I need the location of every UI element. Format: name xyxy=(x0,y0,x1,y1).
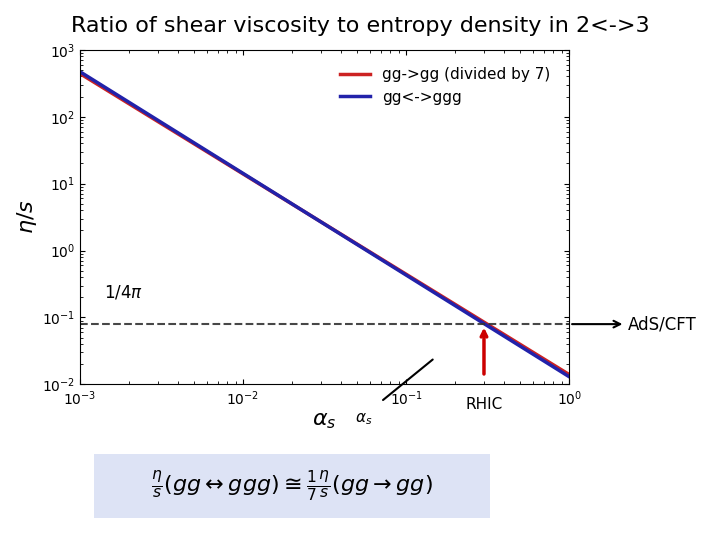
gg->gg (divided by 7) xyxy=(308,213,317,220)
gg<->ggg xyxy=(308,213,317,220)
Text: $\alpha_s$: $\alpha_s$ xyxy=(355,411,372,427)
gg->gg (divided by 7) xyxy=(341,233,349,240)
gg<->ggg xyxy=(311,215,320,221)
FancyBboxPatch shape xyxy=(94,454,490,518)
Text: AdS/CFT: AdS/CFT xyxy=(572,315,697,333)
Text: $\frac{\eta}{s}(gg \leftrightarrow ggg) \cong \frac{1}{7}\frac{\eta}{s}(gg \righ: $\frac{\eta}{s}(gg \leftrightarrow ggg) … xyxy=(150,469,433,503)
Text: Ratio of shear viscosity to entropy density in 2<->3: Ratio of shear viscosity to entropy dens… xyxy=(71,16,649,36)
gg->gg (divided by 7) xyxy=(311,215,320,221)
gg->gg (divided by 7) xyxy=(477,317,485,323)
gg<->ggg xyxy=(341,233,349,240)
Legend: gg->gg (divided by 7), gg<->ggg: gg->gg (divided by 7), gg<->ggg xyxy=(333,61,557,111)
gg<->ggg xyxy=(76,69,84,75)
Line: gg<->ggg: gg<->ggg xyxy=(80,72,570,377)
Text: $1/4\pi$: $1/4\pi$ xyxy=(104,283,143,301)
Y-axis label: $\eta/s$: $\eta/s$ xyxy=(15,200,39,234)
gg->gg (divided by 7) xyxy=(366,249,375,256)
X-axis label: $\alpha_s$: $\alpha_s$ xyxy=(312,410,337,430)
gg->gg (divided by 7) xyxy=(76,70,84,77)
gg<->ggg xyxy=(477,319,485,325)
gg->gg (divided by 7) xyxy=(553,364,562,370)
gg<->ggg xyxy=(366,250,375,256)
Text: RHIC: RHIC xyxy=(465,397,503,412)
gg<->ggg xyxy=(553,366,562,373)
gg->gg (divided by 7) xyxy=(565,372,574,378)
Line: gg->gg (divided by 7): gg->gg (divided by 7) xyxy=(80,73,570,375)
gg<->ggg xyxy=(565,374,574,380)
